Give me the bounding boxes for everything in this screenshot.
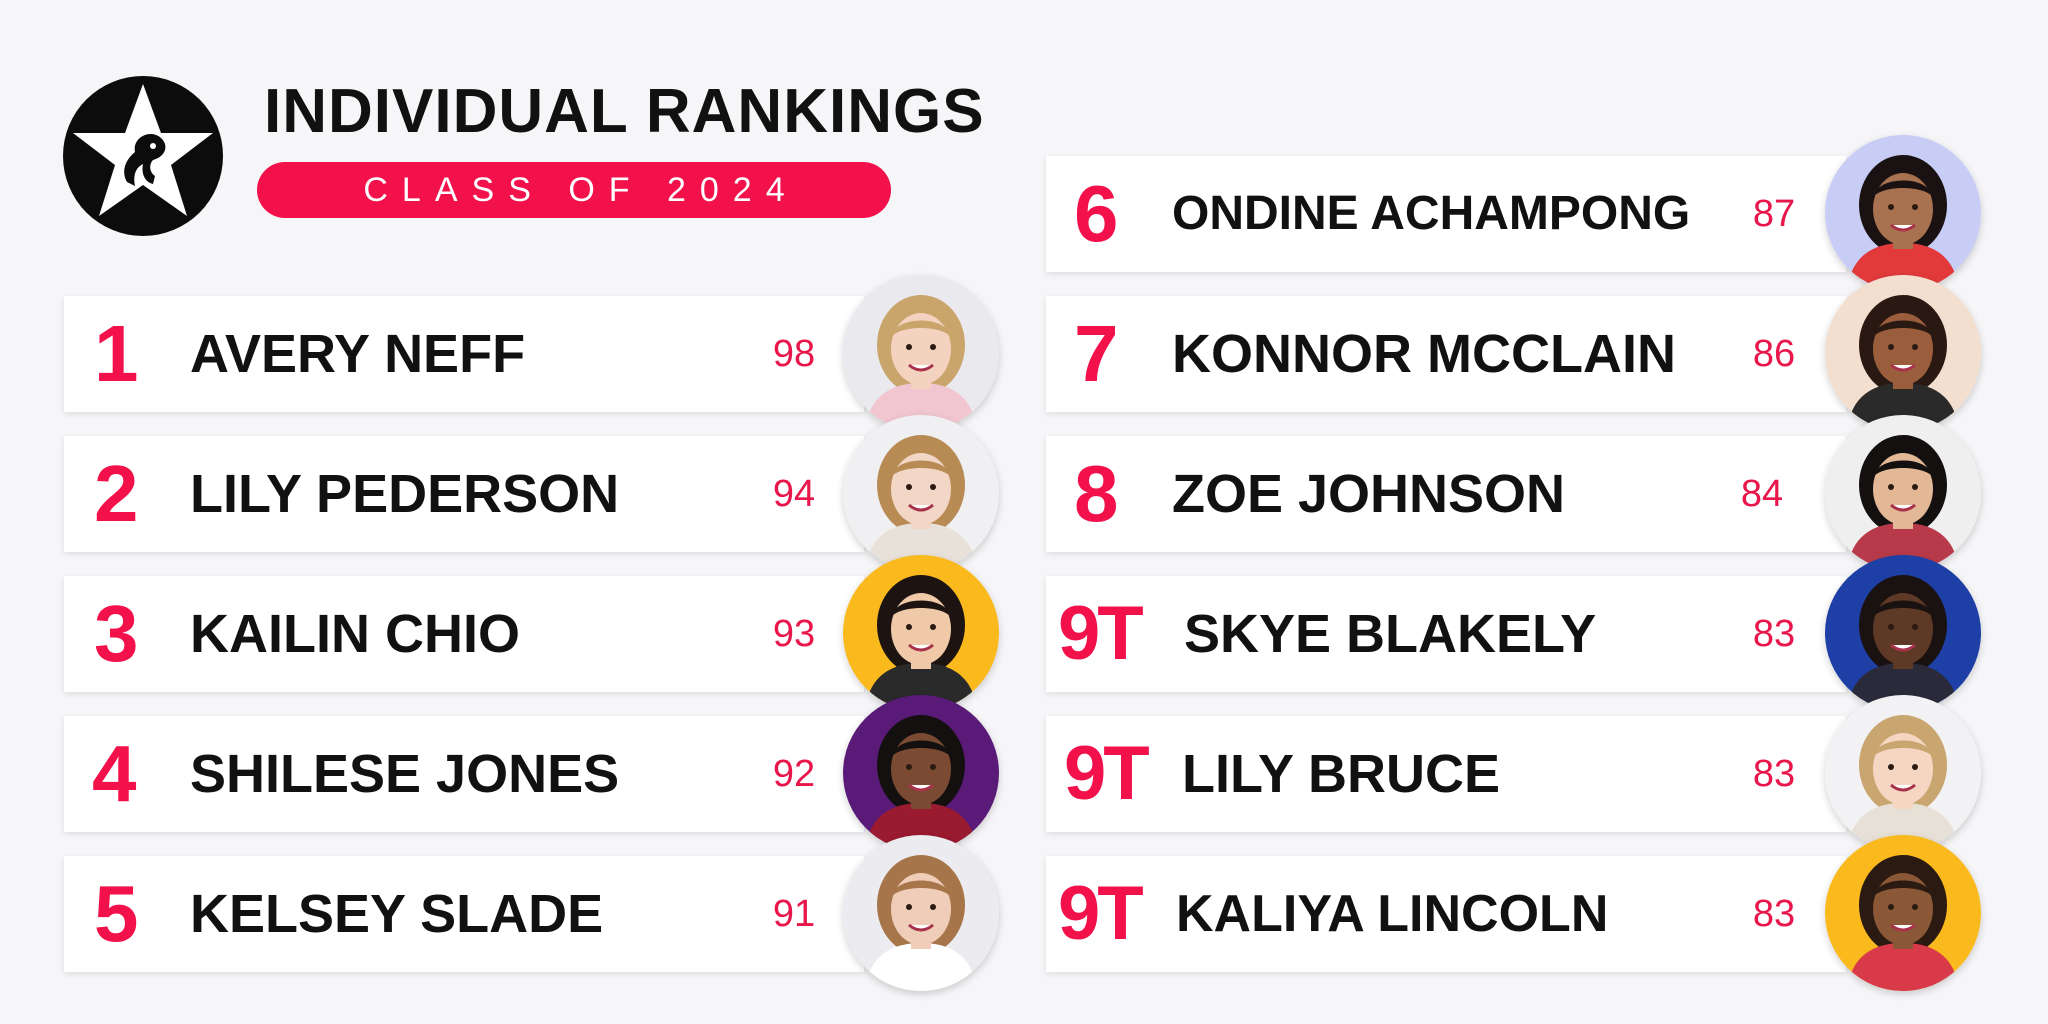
ranking-row-8[interactable]: 8 ZOE JOHNSON 84 (1046, 436, 1846, 552)
score-value: 98 (772, 333, 816, 375)
avatar (1825, 275, 1981, 431)
gymnast-name: AVERY NEFF (190, 324, 526, 384)
star-gymnast-logo-icon (63, 76, 223, 236)
rank-number: 1 (94, 309, 139, 398)
avatar (1825, 135, 1981, 291)
gymnast-name: ZOE JOHNSON (1172, 464, 1566, 524)
score-value: 84 (1740, 473, 1784, 515)
ranking-row-1[interactable]: 1 AVERY NEFF 98 (64, 296, 864, 412)
avatar (843, 415, 999, 571)
rank-number: 7 (1074, 309, 1119, 398)
score-value: 93 (772, 613, 816, 655)
rank-number: 2 (94, 449, 139, 538)
avatar (1825, 835, 1981, 991)
score-value: 83 (1752, 753, 1796, 795)
avatar (843, 275, 999, 431)
avatar (843, 555, 999, 711)
score-value: 91 (772, 893, 816, 935)
rank-number: 5 (94, 869, 139, 958)
rank-number: 9T (1058, 591, 1144, 676)
ranking-row-10[interactable]: 9T LILY BRUCE 83 (1046, 716, 1846, 832)
ranking-row-6[interactable]: 6 ONDINE ACHAMPONG 87 (1046, 156, 1846, 272)
rank-number: 4 (92, 729, 137, 818)
gymnast-name: SKYE BLAKELY (1184, 604, 1597, 664)
score-value: 83 (1752, 893, 1796, 935)
class-year-badge: CLASS OF 2024 (257, 162, 891, 218)
score-value: 83 (1752, 613, 1796, 655)
avatar (843, 835, 999, 991)
gymnast-name: KALIYA LINCOLN (1176, 885, 1609, 943)
rank-number: 9T (1064, 731, 1150, 816)
subtitle-text: CLASS OF 2024 (363, 170, 799, 209)
rank-number: 9T (1058, 871, 1144, 956)
rank-number: 8 (1074, 449, 1119, 538)
score-value: 87 (1752, 193, 1796, 235)
ranking-row-4[interactable]: 4 SHILESE JONES 92 (64, 716, 864, 832)
ranking-row-9[interactable]: 9T SKYE BLAKELY 83 (1046, 576, 1846, 692)
page-title: INDIVIDUAL RANKINGS (264, 77, 985, 146)
avatar (843, 695, 999, 851)
score-value: 92 (772, 753, 816, 795)
ranking-row-2[interactable]: 2 LILY PEDERSON 94 (64, 436, 864, 552)
rank-number: 6 (1074, 169, 1119, 258)
ranking-row-5[interactable]: 5 KELSEY SLADE 91 (64, 856, 864, 972)
rank-number: 3 (94, 589, 139, 678)
avatar (1825, 415, 1981, 571)
ranking-row-3[interactable]: 3 KAILIN CHIO 93 (64, 576, 864, 692)
gymnast-name: LILY PEDERSON (190, 464, 620, 524)
avatar (1825, 695, 1981, 851)
gymnast-name: KONNOR MCCLAIN (1172, 324, 1676, 384)
ranking-row-11[interactable]: 9T KALIYA LINCOLN 83 (1046, 856, 1846, 972)
gymnast-name: LILY BRUCE (1182, 744, 1501, 804)
gymnast-name: SHILESE JONES (190, 744, 620, 804)
ranking-row-7[interactable]: 7 KONNOR MCCLAIN 86 (1046, 296, 1846, 412)
gymnast-name: KELSEY SLADE (190, 884, 604, 944)
avatar (1825, 555, 1981, 711)
score-value: 94 (772, 473, 816, 515)
gymnast-name: KAILIN CHIO (190, 604, 520, 664)
gymnast-name: ONDINE ACHAMPONG (1172, 187, 1691, 240)
score-value: 86 (1752, 333, 1796, 375)
